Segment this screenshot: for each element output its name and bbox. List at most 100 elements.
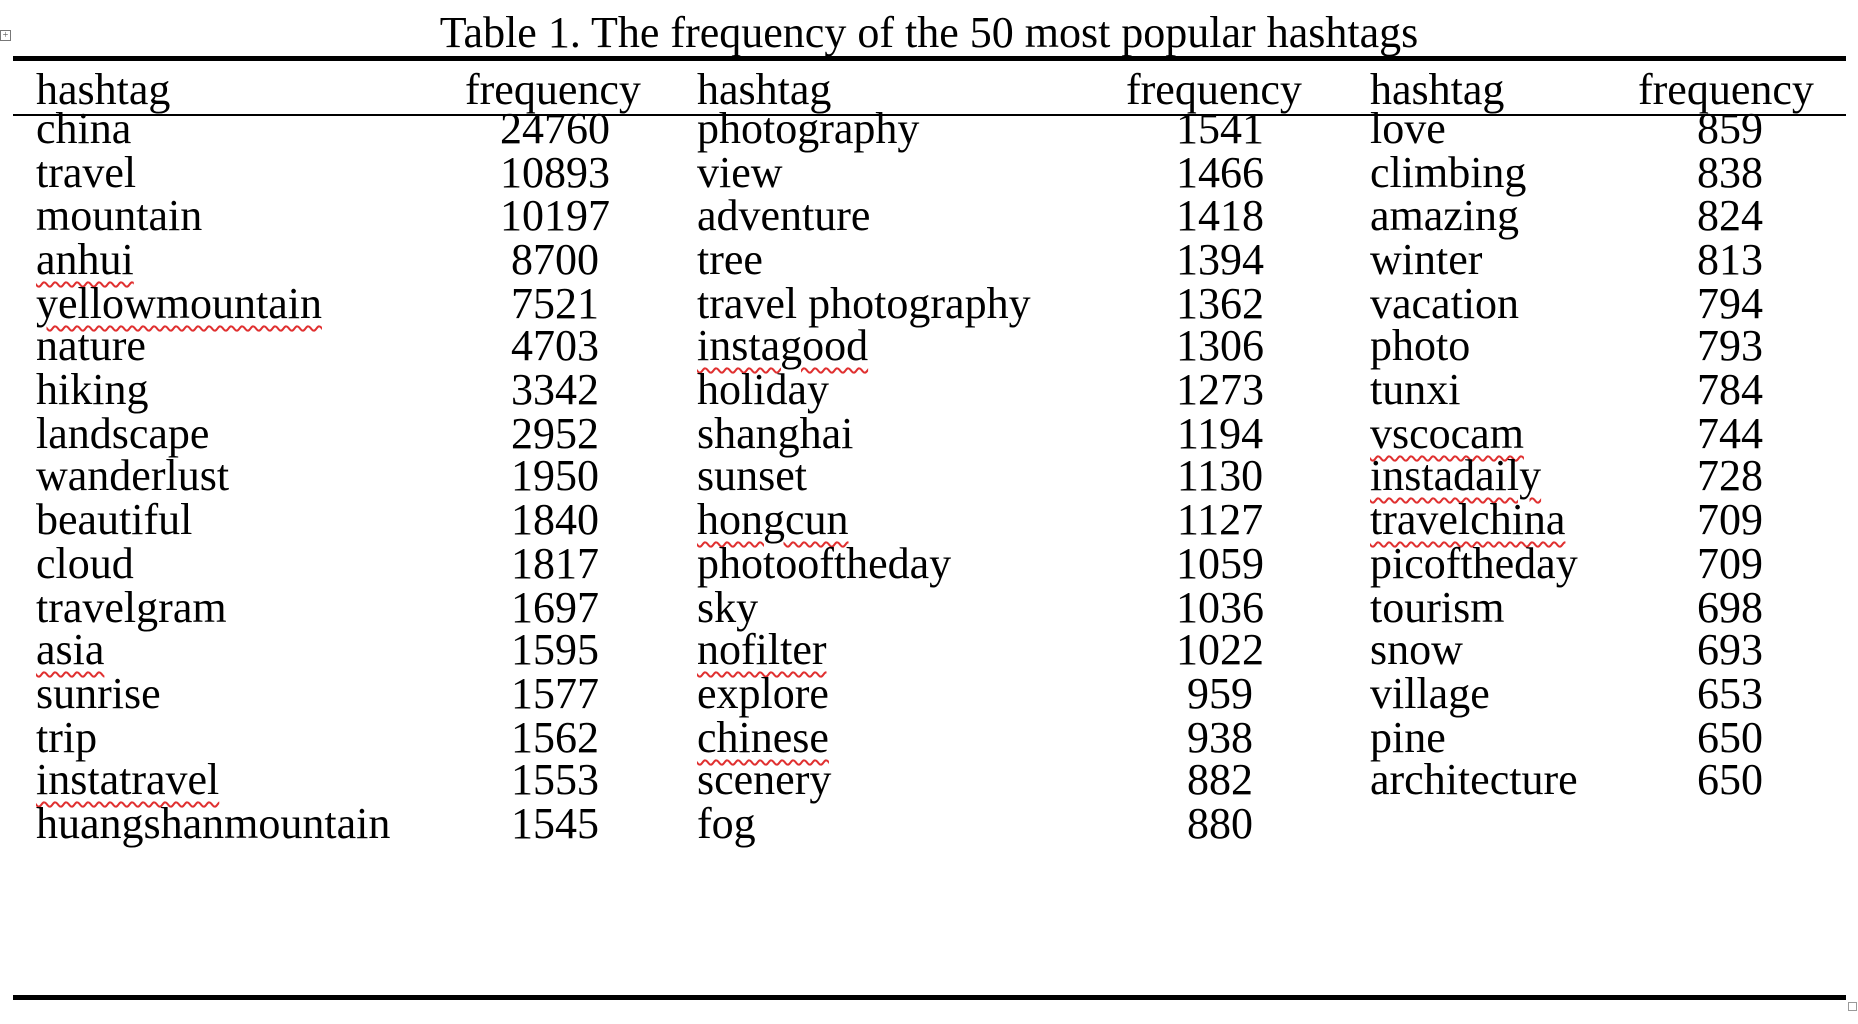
hashtag-cell: travel photography <box>697 279 1031 328</box>
frequency-cell: 1418 <box>1176 191 1264 240</box>
spellcheck-underline: chinese <box>697 713 829 762</box>
hashtag-cell: cloud <box>36 539 134 588</box>
frequency-cell: 880 <box>1187 799 1253 848</box>
frequency-cell: 8700 <box>511 235 599 284</box>
frequency-cell: 650 <box>1697 755 1763 804</box>
table-resize-handle-icon[interactable] <box>1848 1002 1857 1011</box>
column-header-frequency: frequency <box>465 65 641 114</box>
hashtag-cell: village <box>1370 669 1490 718</box>
frequency-cell: 838 <box>1697 148 1763 197</box>
hashtag-cell: tourism <box>1370 583 1505 632</box>
hashtag-cell: photo <box>1370 321 1471 370</box>
frequency-cell: 1022 <box>1176 625 1264 674</box>
hashtag-cell: climbing <box>1370 148 1527 197</box>
hashtag-cell: asia <box>36 625 104 675</box>
frequency-cell: 709 <box>1697 495 1763 544</box>
hashtag-cell: trip <box>36 713 98 762</box>
hashtag-cell: travelgram <box>36 583 227 632</box>
frequency-cell: 24760 <box>500 104 610 153</box>
hashtag-cell: huangshanmountain <box>36 799 391 848</box>
hashtag-cell: instagood <box>697 321 868 371</box>
hashtag-cell: amazing <box>1370 191 1520 240</box>
frequency-cell: 1194 <box>1176 409 1264 458</box>
frequency-cell: 1553 <box>511 755 599 804</box>
spellcheck-underline: instatravel <box>36 755 220 804</box>
spellcheck-underline: anhui <box>36 235 134 284</box>
hashtag-cell: instadaily <box>1370 451 1541 501</box>
table-header-rule <box>13 114 1846 116</box>
frequency-cell: 1394 <box>1176 235 1264 284</box>
frequency-cell: 650 <box>1697 713 1763 762</box>
frequency-cell: 1036 <box>1176 583 1264 632</box>
frequency-cell: 653 <box>1697 669 1763 718</box>
frequency-cell: 7521 <box>511 279 599 328</box>
frequency-cell: 2952 <box>511 409 599 458</box>
hashtag-cell: fog <box>697 799 756 848</box>
frequency-cell: 938 <box>1187 713 1253 762</box>
frequency-cell: 1059 <box>1176 539 1264 588</box>
frequency-cell: 1127 <box>1176 495 1264 544</box>
hashtag-cell: chinese <box>697 713 829 763</box>
hashtag-cell: travel <box>36 148 137 197</box>
spellcheck-underline: instadaily <box>1370 451 1542 500</box>
hashtag-cell: tree <box>697 235 763 284</box>
spellcheck-underline: vscocam <box>1370 409 1524 458</box>
frequency-cell: 784 <box>1697 365 1763 414</box>
frequency-cell: 824 <box>1697 191 1763 240</box>
hashtag-cell: view <box>697 148 783 197</box>
column-header-frequency: frequency <box>1638 65 1814 114</box>
frequency-cell: 1562 <box>511 713 599 762</box>
frequency-cell: 4703 <box>511 321 599 370</box>
frequency-cell: 959 <box>1187 669 1253 718</box>
frequency-cell: 1306 <box>1176 321 1264 370</box>
frequency-cell: 1541 <box>1176 104 1264 153</box>
spellcheck-underline: travelchina <box>1370 495 1566 544</box>
frequency-cell: 1362 <box>1176 279 1264 328</box>
spellcheck-underline: yellowmountain <box>36 279 322 328</box>
frequency-cell: 793 <box>1697 321 1763 370</box>
hashtag-cell: holiday <box>697 365 829 414</box>
table-top-rule <box>13 56 1846 61</box>
hashtag-cell: explore <box>697 669 829 718</box>
frequency-cell: 1545 <box>511 799 599 848</box>
hashtag-cell: scenery <box>697 755 832 804</box>
hashtag-cell: yellowmountain <box>36 279 322 329</box>
frequency-cell: 1840 <box>511 495 599 544</box>
frequency-cell: 1950 <box>511 451 599 500</box>
table-caption: Table 1. The frequency of the 50 most po… <box>439 8 1419 57</box>
hashtag-cell: pine <box>1370 713 1446 762</box>
table-move-handle-icon[interactable]: + <box>0 30 11 41</box>
frequency-cell: 1697 <box>511 583 599 632</box>
column-header-hashtag: hashtag <box>697 65 832 114</box>
frequency-cell: 1577 <box>511 669 599 718</box>
frequency-cell: 859 <box>1697 104 1763 153</box>
column-header-hashtag: hashtag <box>36 65 171 114</box>
hashtag-cell: tunxi <box>1370 365 1461 414</box>
spellcheck-underline: hongcun <box>697 495 849 544</box>
hashtag-cell: anhui <box>36 235 134 285</box>
hashtag-cell: shanghai <box>697 409 854 458</box>
frequency-cell: 3342 <box>511 365 599 414</box>
frequency-cell: 1130 <box>1176 451 1264 500</box>
frequency-cell: 10197 <box>500 191 610 240</box>
frequency-cell: 1466 <box>1176 148 1264 197</box>
hashtag-cell: instatravel <box>36 755 219 805</box>
spellcheck-underline: asia <box>36 625 105 674</box>
hashtag-cell: nofilter <box>697 625 827 675</box>
frequency-cell: 813 <box>1697 235 1763 284</box>
frequency-cell: 744 <box>1697 409 1763 458</box>
frequency-cell: 709 <box>1697 539 1763 588</box>
frequency-cell: 1273 <box>1176 365 1264 414</box>
spellcheck-underline: nofilter <box>697 625 827 674</box>
hashtag-cell: picoftheday <box>1370 539 1578 588</box>
hashtag-cell: travelchina <box>1370 495 1565 545</box>
spellcheck-underline: instagood <box>697 321 869 370</box>
hashtag-cell: sunrise <box>36 669 161 718</box>
hashtag-cell: architecture <box>1370 755 1578 804</box>
hashtag-cell: adventure <box>697 191 871 240</box>
hashtag-cell: sunset <box>697 451 807 500</box>
frequency-cell: 794 <box>1697 279 1763 328</box>
hashtag-cell: hongcun <box>697 495 849 545</box>
column-header-frequency: frequency <box>1126 65 1302 114</box>
hashtag-cell: love <box>1370 104 1446 153</box>
